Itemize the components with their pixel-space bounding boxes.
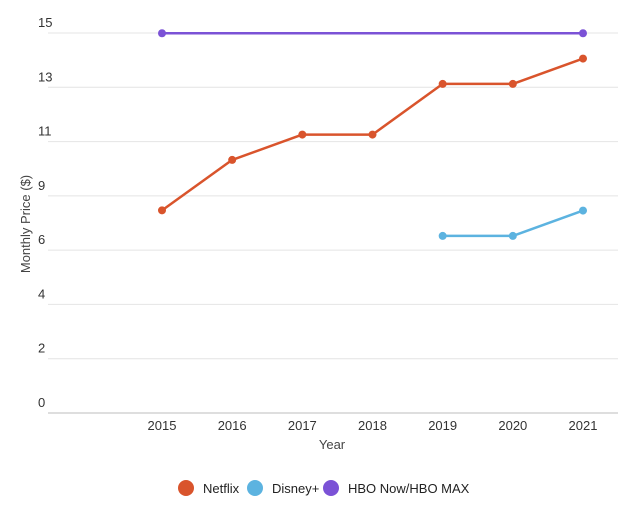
data-point <box>579 29 587 38</box>
data-point <box>368 130 377 139</box>
y-tick-label: 11 <box>38 124 52 139</box>
y-axis-ticks: 0 2 4 6 9 11 13 15 <box>38 15 52 410</box>
y-tick-label: 15 <box>38 15 52 30</box>
legend-marker <box>247 480 263 496</box>
data-point <box>438 79 447 88</box>
data-point <box>298 130 307 139</box>
x-tick-label: 2021 <box>569 418 598 433</box>
series-group <box>158 29 587 240</box>
legend-label: Netflix <box>203 481 240 496</box>
data-point <box>579 54 587 63</box>
x-axis-ticks: 2015 2016 2017 2018 2019 2020 2021 <box>148 418 598 433</box>
legend-marker <box>178 480 194 496</box>
x-tick-label: 2019 <box>428 418 457 433</box>
data-point <box>438 231 447 240</box>
y-tick-label: 13 <box>38 69 52 84</box>
legend-label: Disney+ <box>272 481 319 496</box>
data-point <box>228 155 237 164</box>
legend-marker <box>323 480 339 496</box>
y-axis-title: Monthly Price ($) <box>18 175 33 273</box>
series-1 <box>438 206 587 240</box>
y-tick-label: 2 <box>38 341 45 356</box>
y-tick-label: 9 <box>38 178 45 193</box>
x-tick-label: 2015 <box>148 418 177 433</box>
y-tick-label: 4 <box>38 286 45 301</box>
legend: Netflix Disney+ HBO Now/HBO MAX <box>178 480 470 496</box>
y-tick-label: 0 <box>38 395 45 410</box>
x-axis-title: Year <box>319 437 346 452</box>
legend-label: HBO Now/HBO MAX <box>348 481 470 496</box>
x-tick-label: 2018 <box>358 418 387 433</box>
data-point <box>508 79 517 88</box>
series-0 <box>158 54 587 215</box>
gridlines <box>48 32 618 414</box>
data-point <box>579 206 587 215</box>
x-tick-label: 2020 <box>498 418 527 433</box>
series-2 <box>158 29 587 38</box>
data-point <box>158 206 166 215</box>
data-point <box>158 29 166 38</box>
x-tick-label: 2017 <box>288 418 317 433</box>
y-tick-label: 6 <box>38 232 45 247</box>
x-tick-label: 2016 <box>218 418 247 433</box>
data-point <box>508 231 517 240</box>
